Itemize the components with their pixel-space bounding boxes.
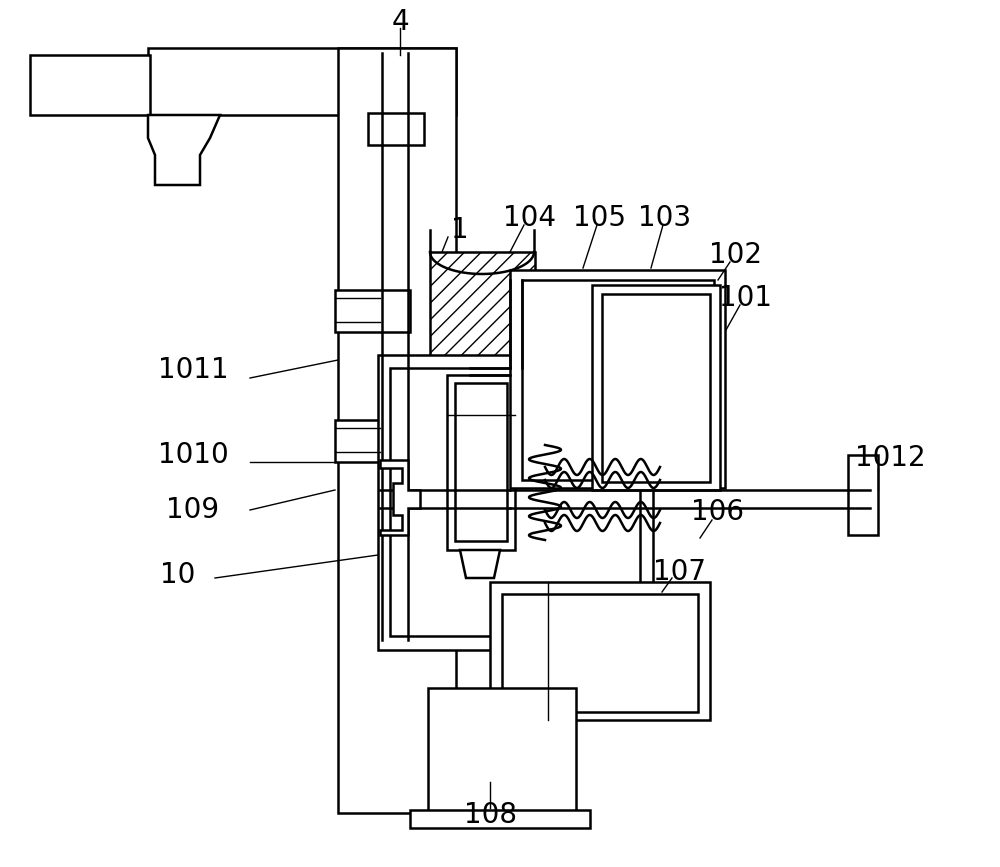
- Text: 106: 106: [692, 498, 744, 526]
- Text: 101: 101: [718, 284, 772, 312]
- Text: 105: 105: [574, 204, 626, 232]
- Bar: [153, 53, 450, 110]
- Text: 102: 102: [708, 241, 762, 269]
- Text: 4: 4: [391, 8, 409, 36]
- Bar: [428, 688, 576, 816]
- Bar: [378, 355, 653, 650]
- Bar: [390, 368, 640, 636]
- Bar: [335, 290, 410, 332]
- Text: 1: 1: [451, 216, 469, 244]
- Bar: [455, 383, 507, 541]
- Bar: [148, 48, 456, 115]
- Bar: [510, 270, 725, 488]
- Bar: [592, 285, 720, 490]
- Bar: [502, 594, 698, 712]
- Polygon shape: [380, 460, 420, 535]
- Bar: [34, 59, 145, 111]
- Bar: [338, 48, 456, 813]
- Bar: [602, 294, 710, 482]
- Text: 1012: 1012: [855, 444, 925, 472]
- Text: 109: 109: [166, 496, 220, 524]
- Text: 108: 108: [464, 801, 516, 829]
- Bar: [490, 582, 710, 720]
- Bar: [522, 280, 714, 480]
- Bar: [410, 810, 590, 828]
- Bar: [30, 55, 150, 115]
- Bar: [335, 420, 410, 462]
- Bar: [447, 375, 515, 550]
- Bar: [368, 113, 424, 145]
- Polygon shape: [148, 115, 220, 185]
- Bar: [343, 53, 451, 808]
- Bar: [433, 693, 571, 811]
- Bar: [530, 720, 572, 744]
- Bar: [848, 455, 878, 535]
- Polygon shape: [460, 550, 500, 578]
- Text: 1011: 1011: [158, 356, 228, 384]
- Text: 107: 107: [654, 558, 706, 586]
- Text: 10: 10: [160, 561, 196, 589]
- Text: 103: 103: [638, 204, 692, 232]
- Bar: [430, 252, 535, 370]
- Text: 104: 104: [504, 204, 556, 232]
- Text: 1010: 1010: [158, 441, 228, 469]
